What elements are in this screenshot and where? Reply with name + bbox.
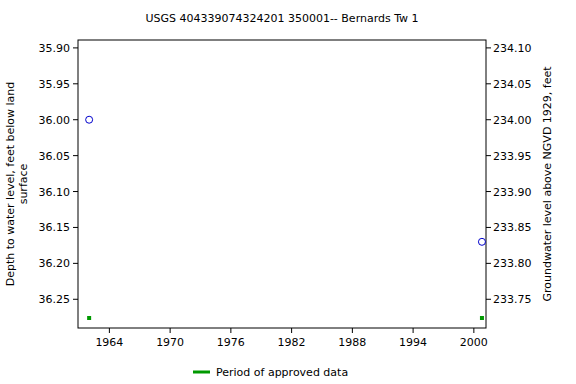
y-tick-label: 35.95: [39, 78, 71, 91]
y2-tick-label: 233.95: [493, 150, 532, 163]
y-tick-label: 36.25: [39, 293, 71, 306]
x-tick-label: 1976: [217, 336, 245, 349]
y-tick: [73, 191, 78, 192]
title: USGS 404339074324201 350001-- Bernards T…: [145, 12, 418, 25]
legend-swatch: [193, 371, 210, 374]
plot-frame: [78, 40, 486, 328]
x-tick-label: 1982: [278, 336, 306, 349]
y2-tick: [486, 47, 491, 48]
y2-tick: [486, 227, 491, 228]
chart: USGS 404339074324201 350001-- Bernards T…: [0, 0, 576, 384]
y2-tick-label: 233.75: [493, 293, 532, 306]
y-tick: [73, 47, 78, 48]
y-tick-label: 36.20: [39, 257, 71, 270]
data-point: [86, 116, 93, 123]
y-tick-label: 36.15: [39, 221, 71, 234]
y2-tick: [486, 83, 491, 84]
x-tick: [473, 328, 474, 333]
x-tick: [352, 328, 353, 333]
y-tick: [73, 299, 78, 300]
y-tick-label: 36.10: [39, 186, 71, 199]
y-tick: [73, 155, 78, 156]
y2-tick: [486, 299, 491, 300]
background: [0, 0, 576, 384]
y-tick-label: 36.05: [39, 150, 71, 163]
approved-period: [87, 316, 91, 320]
y-tick: [73, 227, 78, 228]
x-tick: [413, 328, 414, 333]
x-tick-label: 1988: [338, 336, 366, 349]
y2-tick-label: 233.80: [493, 257, 532, 270]
y2-tick: [486, 191, 491, 192]
y-tick-label: 36.00: [39, 114, 71, 127]
approved-period: [480, 316, 484, 320]
y-tick: [73, 83, 78, 84]
y-tick-label: 35.90: [39, 42, 71, 55]
x-tick-label: 1970: [156, 336, 184, 349]
y-tick: [73, 119, 78, 120]
y-axis-label-line: surface: [17, 163, 30, 204]
y2-tick-label: 234.10: [493, 42, 532, 55]
plot-marks: [86, 116, 486, 320]
y2-tick-label: 234.05: [493, 78, 532, 91]
y2-tick-label: 233.90: [493, 186, 532, 199]
x-tick: [291, 328, 292, 333]
legend-label: Period of approved data: [216, 366, 348, 379]
x-tick-label: 2000: [460, 336, 488, 349]
y2-axis-label: Groundwater level above NGVD 1929, feet: [541, 66, 554, 302]
y2-tick-label: 233.85: [493, 221, 532, 234]
x-tick-label: 1994: [399, 336, 427, 349]
y-axis-label: Depth to water level, feet below landsur…: [4, 82, 30, 287]
y2-tick: [486, 155, 491, 156]
data-point: [478, 238, 485, 245]
x-tick: [109, 328, 110, 333]
x-tick-label: 1964: [95, 336, 123, 349]
y2-tick: [486, 263, 491, 264]
x-tick: [170, 328, 171, 333]
y2-tick-label: 234.00: [493, 114, 532, 127]
y-tick: [73, 263, 78, 264]
y2-tick: [486, 119, 491, 120]
x-tick: [230, 328, 231, 333]
y-axis-label-line: Depth to water level, feet below land: [4, 82, 17, 287]
